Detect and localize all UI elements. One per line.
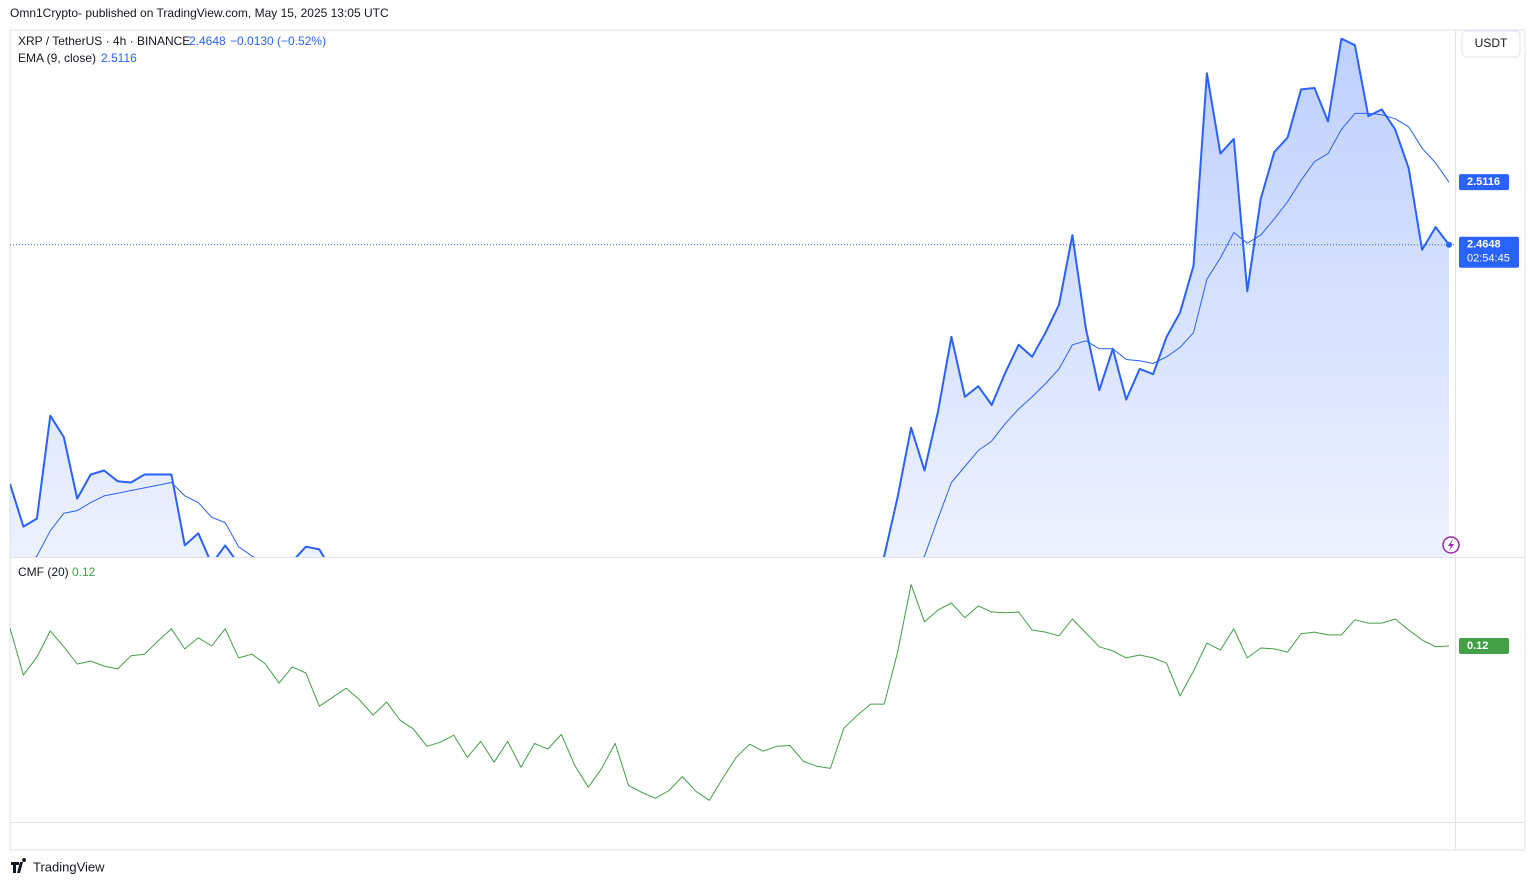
byline: Omn1Crypto- published on TradingView.com…	[10, 6, 389, 20]
legend-change: −0.0130 (−0.52%)	[230, 34, 326, 48]
currency[interactable]: USDT	[1475, 36, 1508, 50]
price-tag	[1459, 638, 1509, 654]
countdown: 02:54:45	[1467, 253, 1510, 265]
price-tag	[1459, 236, 1519, 268]
series-line	[10, 37, 1450, 557]
legend-cmf: CMF (20)	[18, 565, 69, 579]
last-price-dot	[1446, 241, 1452, 248]
series-line	[10, 584, 1450, 801]
price-tag-text: 2.4648	[1467, 239, 1501, 251]
price-tag	[1459, 174, 1509, 191]
price-tag-text: 2.5116	[1467, 176, 1500, 188]
marks	[10, 37, 1455, 801]
legend-price: 2.4648	[189, 34, 226, 48]
price-area	[10, 38, 1449, 557]
alert-icon[interactable]	[1442, 536, 1460, 554]
price-tag-text: 0.12	[1467, 640, 1488, 652]
series-line	[34, 112, 1450, 557]
legend-cmf-value: 0.12	[72, 565, 96, 579]
legend-ema: EMA (9, close)	[18, 51, 96, 65]
currency-button[interactable]	[1461, 30, 1521, 58]
legend-ema-value: 2.5116	[101, 51, 137, 65]
brand[interactable]: TradingView	[33, 859, 105, 874]
frame	[9, 29, 1526, 851]
brand-logo[interactable]	[11, 858, 27, 873]
legend-symbol: XRP / TetherUS · 4h · BINANCE	[18, 34, 190, 48]
labels: 2.5116 2.4648 02:54:45 0.12	[1459, 174, 1519, 654]
